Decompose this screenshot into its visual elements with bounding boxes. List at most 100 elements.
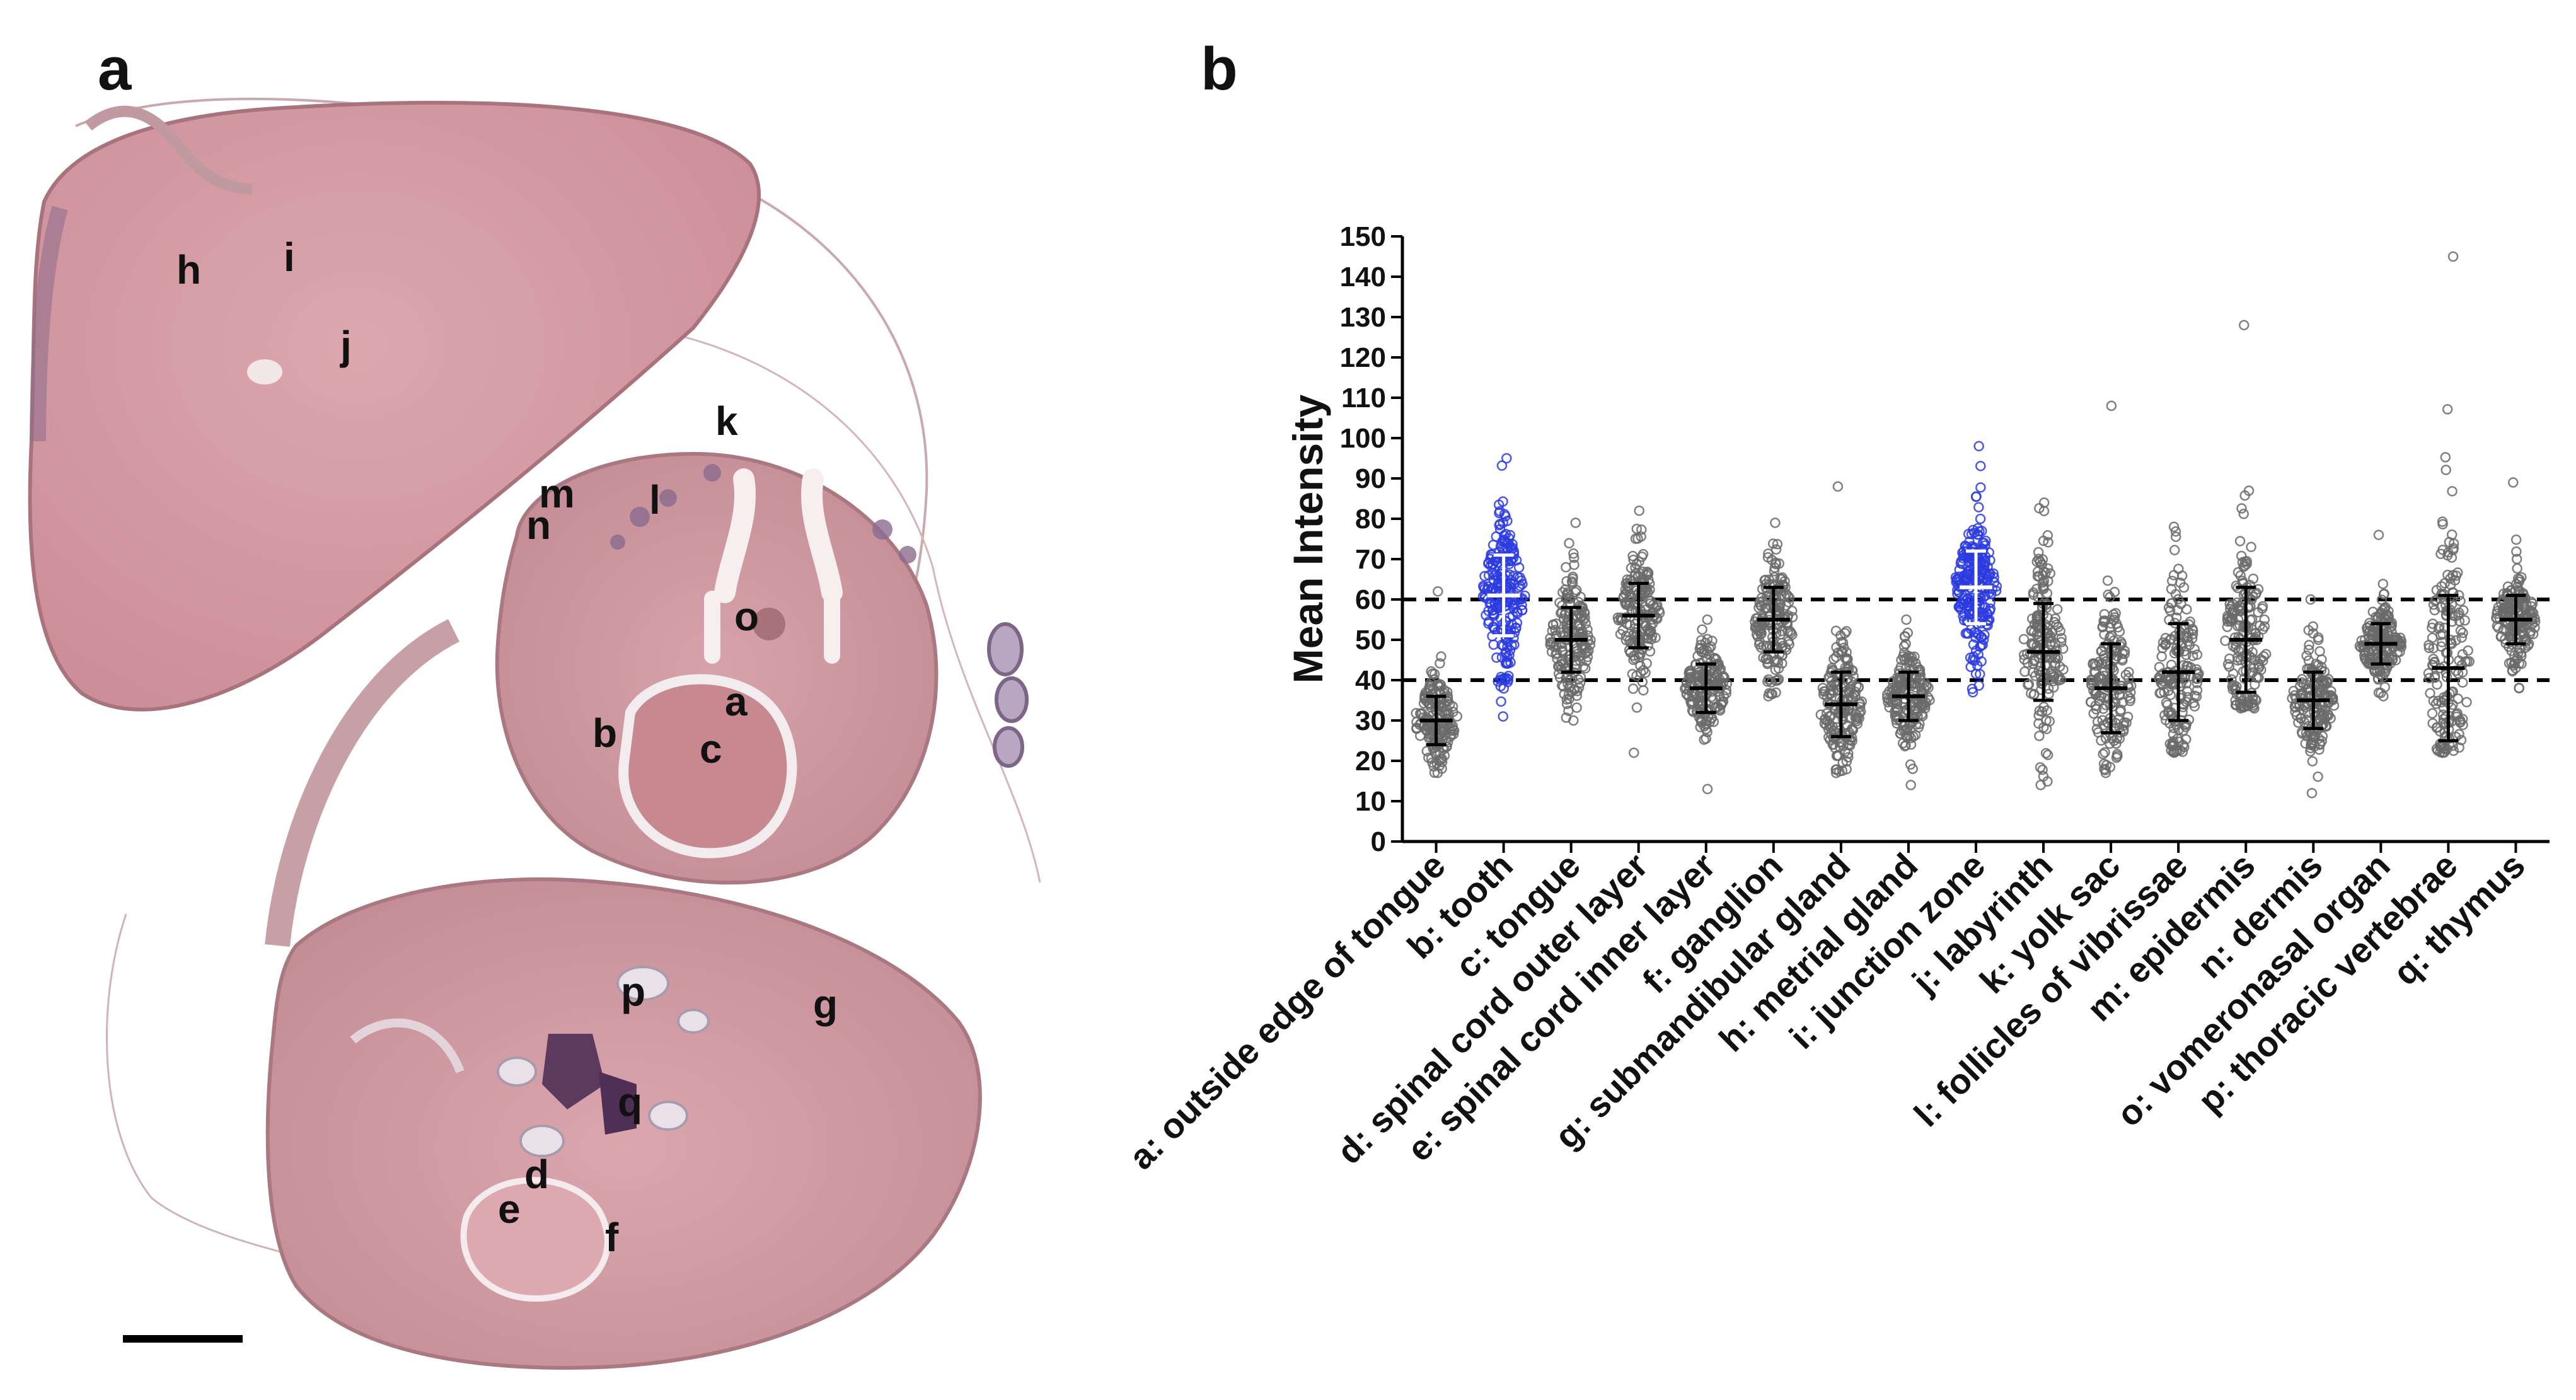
data-point <box>2257 601 2268 612</box>
data-point <box>1569 552 1580 563</box>
data-point <box>2167 576 2178 586</box>
data-point <box>1503 674 1514 685</box>
tongue-region <box>618 674 797 859</box>
data-point <box>2238 561 2249 572</box>
data-point <box>2030 670 2041 681</box>
data-point <box>1627 550 1638 562</box>
data-point <box>2383 611 2394 622</box>
data-point <box>2159 710 2170 720</box>
data-point <box>1985 603 1996 614</box>
data-point <box>2394 646 2405 657</box>
data-point <box>2365 620 2376 631</box>
data-point <box>1971 491 1982 502</box>
y-tick-label: 110 <box>1341 383 1386 414</box>
data-point <box>1751 629 1762 640</box>
region-label-e: e <box>498 1186 521 1232</box>
data-point <box>2246 541 2256 552</box>
data-point <box>1841 654 1852 665</box>
data-point <box>2259 621 2270 632</box>
data-point <box>2038 497 2050 508</box>
data-point <box>2246 698 2258 709</box>
data-point <box>2037 554 2048 565</box>
data-point <box>2432 745 2443 756</box>
data-point <box>1559 613 1569 624</box>
data-point <box>2301 679 2312 690</box>
data-point <box>2303 644 2314 656</box>
data-point <box>1516 594 1527 605</box>
data-point <box>2035 556 2046 567</box>
data-point <box>2430 595 2440 606</box>
data-point <box>1496 460 1508 471</box>
data-point <box>1561 589 1573 599</box>
data-point <box>2443 547 2454 558</box>
data-point <box>1436 651 1447 662</box>
data-point <box>2106 630 2117 641</box>
data-point <box>2091 704 2102 715</box>
data-point <box>1769 656 1781 667</box>
data-point <box>2108 735 2120 746</box>
data-point <box>1883 697 1893 708</box>
data-point <box>1753 602 1764 613</box>
data-point <box>2224 599 2235 610</box>
data-point <box>2241 558 2252 570</box>
data-point <box>1570 518 1581 528</box>
data-point <box>2042 705 2053 716</box>
data-point <box>1495 681 1506 691</box>
data-point <box>1682 689 1692 700</box>
data-point <box>2457 714 2468 724</box>
region-label-o: o <box>734 594 759 639</box>
data-point <box>2447 486 2458 497</box>
data-point <box>2121 717 2132 728</box>
data-point <box>2457 649 2468 660</box>
data-point <box>2056 633 2067 644</box>
category-point-cloud <box>1477 453 1530 722</box>
data-point <box>1977 543 1988 555</box>
data-point <box>2099 629 2110 640</box>
data-point <box>2034 731 2045 741</box>
data-point <box>2440 610 2452 620</box>
data-point <box>2042 563 2053 574</box>
data-point <box>2313 733 2324 744</box>
data-point <box>2511 546 2522 557</box>
data-point <box>1635 667 1646 678</box>
data-point <box>1612 612 1623 623</box>
data-point <box>2423 673 2435 683</box>
data-point <box>1628 554 1639 565</box>
data-point <box>2123 690 2134 702</box>
data-point <box>2454 729 2464 739</box>
data-point <box>2188 625 2198 636</box>
data-point <box>1429 767 1440 778</box>
data-point <box>1982 620 1993 631</box>
data-point <box>1553 668 1564 680</box>
data-point <box>2125 695 2135 707</box>
data-point <box>1692 651 1703 662</box>
data-point <box>1963 597 1974 608</box>
data-point <box>2512 573 2524 584</box>
data-point <box>2029 656 2040 667</box>
data-point <box>1963 569 1973 581</box>
data-point <box>2430 698 2442 709</box>
data-point <box>2178 725 2189 736</box>
y-tick-label: 50 <box>1355 625 1386 656</box>
data-point <box>2181 630 2192 641</box>
data-point <box>1638 664 1649 676</box>
y-tick-label: 120 <box>1340 342 1386 373</box>
data-point <box>2114 626 2125 637</box>
data-point <box>2510 534 2522 545</box>
data-point <box>2500 616 2510 627</box>
data-point <box>2517 598 2529 609</box>
data-point <box>2447 251 2459 262</box>
data-point <box>2316 665 2327 676</box>
data-point <box>1841 647 1852 658</box>
data-point <box>2170 531 2181 542</box>
data-point <box>1977 567 1988 577</box>
data-point <box>1646 633 1657 645</box>
data-point <box>2050 660 2060 671</box>
data-point <box>2161 638 2171 649</box>
data-point <box>2440 465 2451 475</box>
data-point <box>1825 711 1836 722</box>
data-point <box>1910 729 1921 741</box>
data-point <box>2290 693 2302 704</box>
y-tick-label: 20 <box>1355 746 1386 777</box>
data-point <box>2455 716 2466 727</box>
